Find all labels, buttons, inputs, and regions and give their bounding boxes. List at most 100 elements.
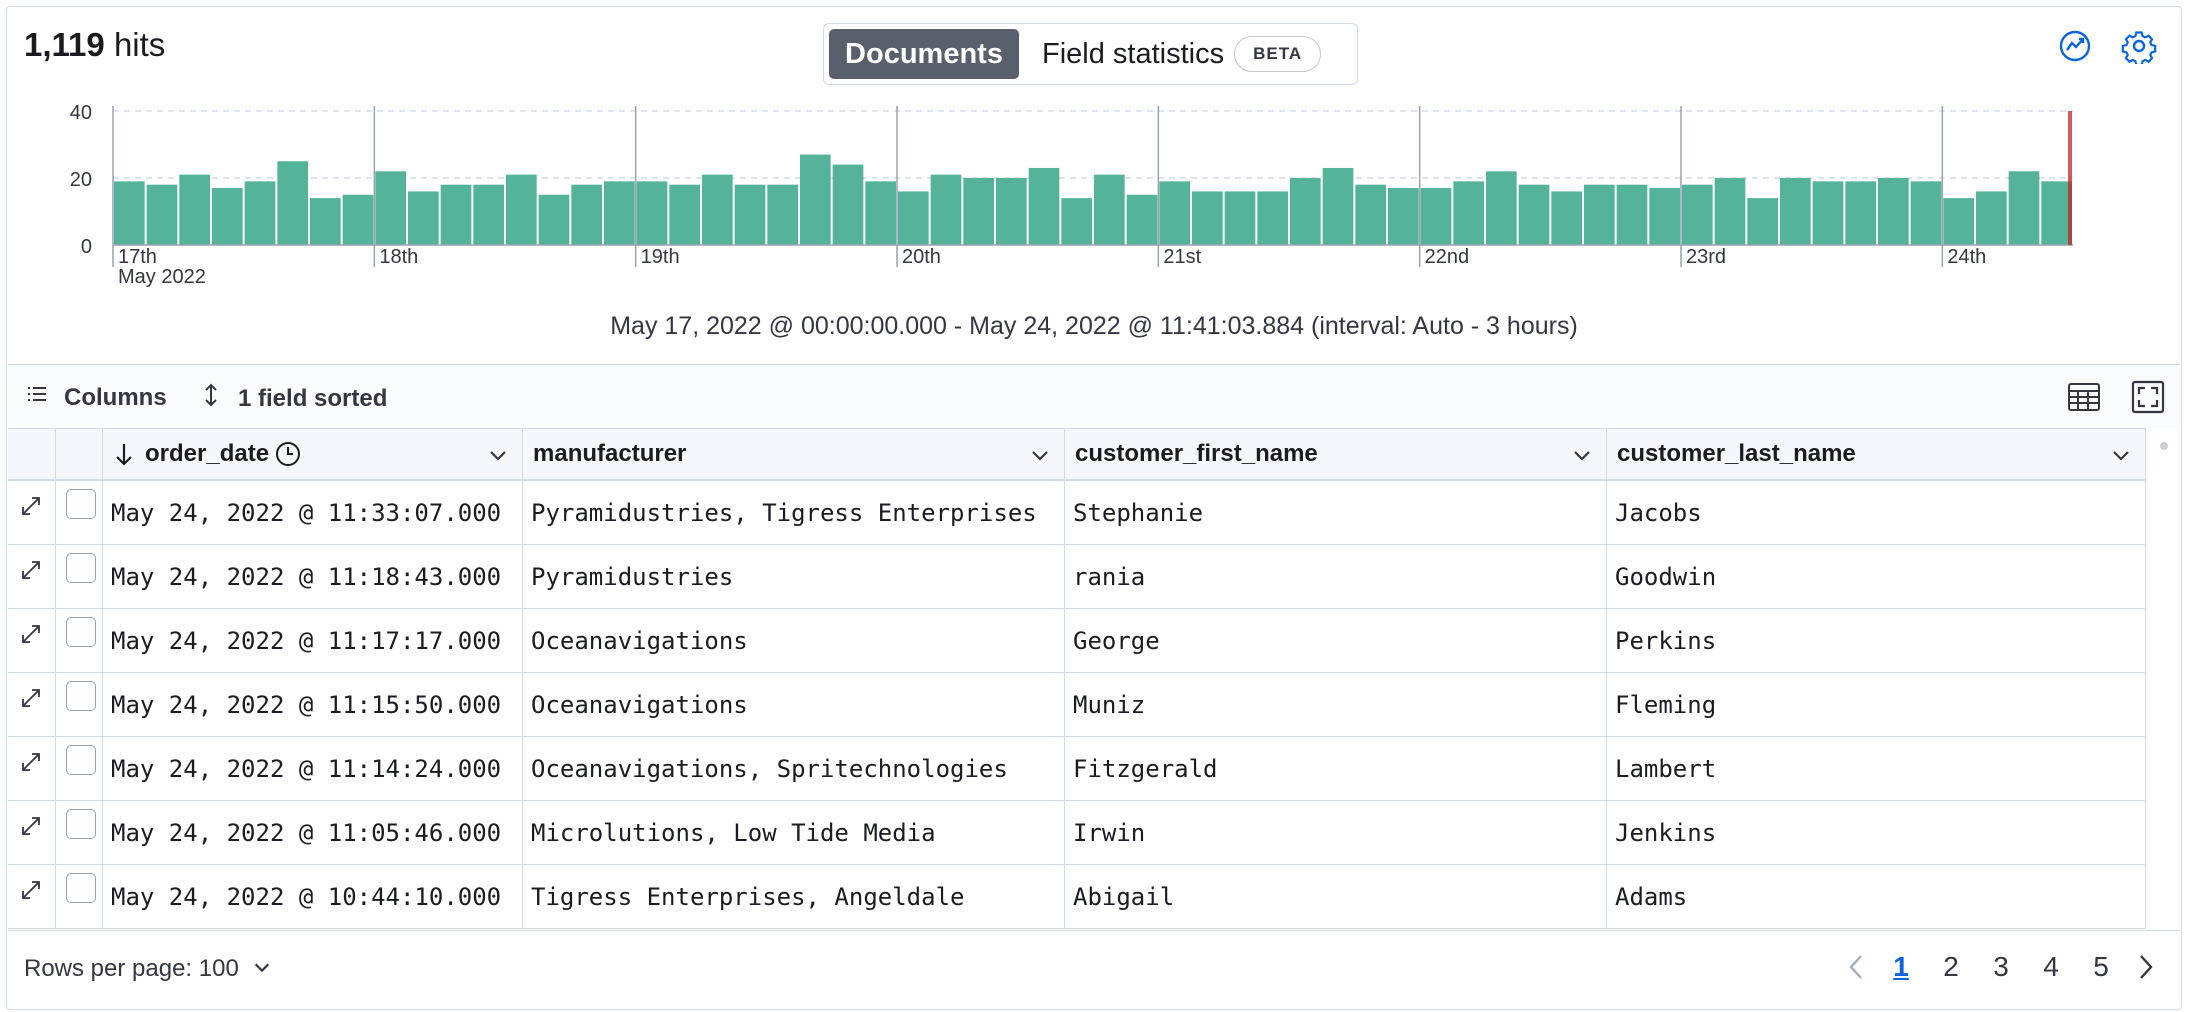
table-row: May 24, 2022 @ 11:05:46.000 Microlutions,…: [8, 801, 2146, 865]
bar: [702, 174, 733, 245]
expand-icon[interactable]: [20, 623, 42, 650]
cell-customer-last-name[interactable]: Goodwin: [1607, 545, 2146, 608]
expand-icon[interactable]: [20, 495, 42, 522]
row-checkbox[interactable]: [66, 809, 96, 839]
y-tick-label: 20: [70, 169, 92, 191]
y-tick-label: 40: [70, 102, 92, 124]
bar: [114, 181, 145, 245]
cell-order-date[interactable]: May 24, 2022 @ 11:14:24.000: [103, 737, 523, 800]
gear-icon[interactable]: [2121, 28, 2157, 66]
table-row: May 24, 2022 @ 11:15:50.000 Oceanavigatio…: [8, 673, 2146, 737]
view-mode-toggle: Documents Field statistics BETA: [823, 23, 1358, 85]
table-row: May 24, 2022 @ 10:44:10.000 Tigress Enter…: [8, 865, 2146, 929]
column-header-customer-last-name[interactable]: customer_last_name: [1607, 429, 2146, 479]
column-header-order-date[interactable]: order_date: [103, 429, 523, 479]
cell-order-date[interactable]: May 24, 2022 @ 11:18:43.000: [103, 545, 523, 608]
cell-customer-first-name[interactable]: rania: [1065, 545, 1607, 608]
rows-per-page-button[interactable]: Rows per page: 100: [24, 955, 271, 983]
cell-customer-last-name[interactable]: Jacobs: [1607, 481, 2146, 544]
clock-icon: [275, 441, 301, 467]
cell-manufacturer[interactable]: Pyramidustries, Tigress Enterprises: [523, 481, 1065, 544]
page-3-button[interactable]: 3: [1993, 951, 2009, 982]
sort-button[interactable]: 1 field sorted: [200, 383, 387, 414]
row-checkbox[interactable]: [66, 489, 96, 519]
tab-documents[interactable]: Documents: [829, 29, 1019, 79]
previous-page-icon[interactable]: [1836, 947, 1876, 987]
bar: [930, 174, 962, 245]
bar: [767, 184, 798, 245]
page-2-button[interactable]: 2: [1943, 951, 1959, 982]
chevron-down-icon[interactable]: [2111, 444, 2131, 472]
chevron-down-icon[interactable]: [1030, 444, 1050, 472]
table-row: May 24, 2022 @ 11:18:43.000 Pyramidustrie…: [8, 545, 2146, 609]
page-4-button[interactable]: 4: [2043, 951, 2059, 982]
bar: [1257, 191, 1288, 245]
cell-order-date[interactable]: May 24, 2022 @ 11:15:50.000: [103, 673, 523, 736]
row-checkbox[interactable]: [66, 553, 96, 583]
expand-cell: [8, 609, 56, 672]
sort-desc-icon[interactable]: [113, 442, 135, 466]
bar: [1453, 181, 1484, 245]
column-header-customer-first-name[interactable]: customer_first_name: [1065, 429, 1607, 479]
grid-footer: Rows per page: 100 1 2 3 4 5: [8, 930, 2180, 1008]
cell-customer-last-name[interactable]: Perkins: [1607, 609, 2146, 672]
cell-manufacturer[interactable]: Tigress Enterprises, Angeldale: [523, 865, 1065, 928]
cell-manufacturer[interactable]: Oceanavigations: [523, 609, 1065, 672]
cell-customer-last-name[interactable]: Fleming: [1607, 673, 2146, 736]
cell-customer-last-name[interactable]: Adams: [1607, 865, 2146, 928]
density-icon[interactable]: [2066, 379, 2102, 415]
cell-manufacturer[interactable]: Microlutions, Low Tide Media: [523, 801, 1065, 864]
bar: [1420, 188, 1452, 245]
row-checkbox[interactable]: [66, 745, 96, 775]
visualize-icon[interactable]: [2057, 28, 2093, 64]
bar: [832, 164, 864, 245]
grid-scrollbar[interactable]: [2146, 428, 2180, 930]
cell-manufacturer[interactable]: Oceanavigations: [523, 673, 1065, 736]
fullscreen-icon[interactable]: [2130, 379, 2166, 415]
cell-customer-first-name[interactable]: Stephanie: [1065, 481, 1607, 544]
x-sublabel: May 2022: [118, 266, 206, 288]
column-header-manufacturer[interactable]: manufacturer: [523, 429, 1065, 479]
bar: [2008, 171, 2040, 245]
bar: [1910, 181, 1942, 245]
row-checkbox[interactable]: [66, 617, 96, 647]
expand-icon[interactable]: [20, 879, 42, 906]
chevron-down-icon[interactable]: [488, 444, 508, 472]
page-1-button[interactable]: 1: [1893, 951, 1909, 982]
cell-customer-last-name[interactable]: Lambert: [1607, 737, 2146, 800]
bar: [244, 181, 276, 245]
cell-order-date[interactable]: May 24, 2022 @ 11:17:17.000: [103, 609, 523, 672]
columns-button[interactable]: Columns: [26, 383, 167, 412]
scrollbar-thumb[interactable]: [2160, 442, 2168, 450]
bar: [375, 171, 406, 245]
chevron-down-icon: [253, 955, 271, 983]
bar: [800, 154, 831, 245]
expand-icon[interactable]: [20, 559, 42, 586]
cell-customer-first-name[interactable]: Abigail: [1065, 865, 1607, 928]
cell-manufacturer[interactable]: Oceanavigations, Spritechnologies: [523, 737, 1065, 800]
expand-icon[interactable]: [20, 751, 42, 778]
table-row: May 24, 2022 @ 11:17:17.000 Oceanavigatio…: [8, 609, 2146, 673]
page-5-button[interactable]: 5: [2093, 951, 2109, 982]
cell-customer-first-name[interactable]: Fitzgerald: [1065, 737, 1607, 800]
chevron-down-icon[interactable]: [1572, 444, 1592, 472]
column-label: customer_last_name: [1617, 440, 1856, 467]
cell-manufacturer[interactable]: Pyramidustries: [523, 545, 1065, 608]
select-cell: [56, 737, 103, 800]
cell-customer-first-name[interactable]: George: [1065, 609, 1607, 672]
bar: [963, 178, 994, 245]
cell-order-date[interactable]: May 24, 2022 @ 10:44:10.000: [103, 865, 523, 928]
cell-customer-first-name[interactable]: Irwin: [1065, 801, 1607, 864]
cell-customer-last-name[interactable]: Jenkins: [1607, 801, 2146, 864]
cell-order-date[interactable]: May 24, 2022 @ 11:05:46.000: [103, 801, 523, 864]
columns-label: Columns: [64, 383, 167, 411]
row-checkbox[interactable]: [66, 873, 96, 903]
cell-customer-first-name[interactable]: Muniz: [1065, 673, 1607, 736]
row-checkbox[interactable]: [66, 681, 96, 711]
expand-icon[interactable]: [20, 815, 42, 842]
select-cell: [56, 545, 103, 608]
expand-icon[interactable]: [20, 687, 42, 714]
tab-field-statistics[interactable]: Field statistics BETA: [1042, 29, 1322, 79]
next-page-icon[interactable]: [2126, 947, 2166, 987]
cell-order-date[interactable]: May 24, 2022 @ 11:33:07.000: [103, 481, 523, 544]
